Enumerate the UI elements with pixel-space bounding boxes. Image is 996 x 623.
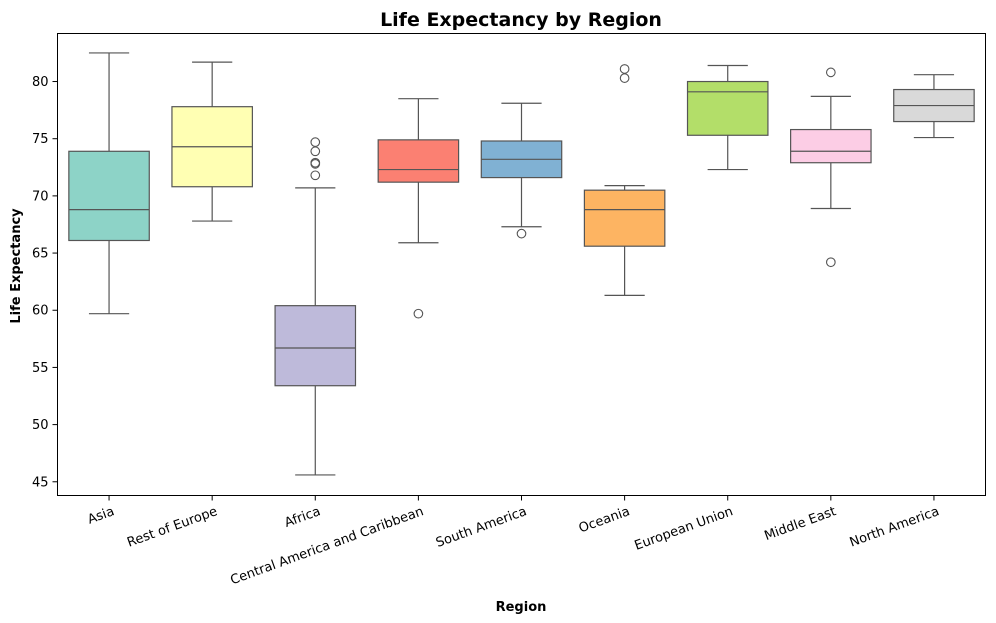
x-tick-label: Rest of Europe <box>125 504 219 551</box>
outlier-point <box>310 157 321 168</box>
y-tick-label: 80 <box>32 75 49 90</box>
outlier-point <box>413 308 424 319</box>
y-axis: 45 50 55 60 65 70 75 80 <box>32 75 58 490</box>
outlier-point <box>310 146 321 157</box>
x-tick-label: Middle East <box>762 504 838 544</box>
box-group <box>790 67 872 268</box>
x-tick-label: Asia <box>86 504 117 527</box>
y-axis-label: Life Expectancy <box>9 208 24 324</box>
box-group <box>171 61 253 222</box>
outlier-point <box>516 228 527 239</box>
x-tick-label: Central America and Caribbean <box>228 504 425 588</box>
outlier-point <box>310 170 321 181</box>
boxes-layer <box>68 52 975 476</box>
y-tick-label: 55 <box>32 361 49 376</box>
box-iqr <box>274 305 357 387</box>
box-iqr <box>68 150 150 242</box>
box-group <box>274 137 357 476</box>
x-tick-label: Oceania <box>577 504 632 536</box>
x-tick-label: European Union <box>633 504 736 554</box>
outlier-point <box>825 67 836 78</box>
box-iqr <box>686 80 769 136</box>
x-tick-label: North America <box>848 504 942 550</box>
y-tick-label: 65 <box>32 247 49 262</box>
y-tick-label: 75 <box>32 132 49 147</box>
box-group <box>68 52 150 315</box>
plot-frame <box>57 33 986 496</box>
box-group <box>893 74 975 139</box>
y-tick-label: 70 <box>32 189 49 204</box>
box-group <box>377 98 460 319</box>
outlier-point <box>310 137 321 147</box>
y-tick-label: 50 <box>32 418 49 433</box>
box-iqr <box>790 128 872 164</box>
outlier-point <box>825 257 836 268</box>
y-tick-label: 60 <box>32 304 49 319</box>
box-iqr <box>377 139 460 183</box>
x-axis-label: Region <box>496 600 547 615</box>
outlier-point <box>619 64 630 74</box>
outlier-point <box>619 73 630 83</box>
box-group <box>480 102 563 239</box>
box-group <box>583 64 666 296</box>
x-tick-label: Africa <box>283 504 323 531</box>
box-group <box>686 64 769 171</box>
y-tick-label: 45 <box>32 475 49 490</box>
box-iqr <box>583 189 666 247</box>
chart-title: Life Expectancy by Region <box>380 9 662 31</box>
x-tick-label: South America <box>434 504 529 551</box>
